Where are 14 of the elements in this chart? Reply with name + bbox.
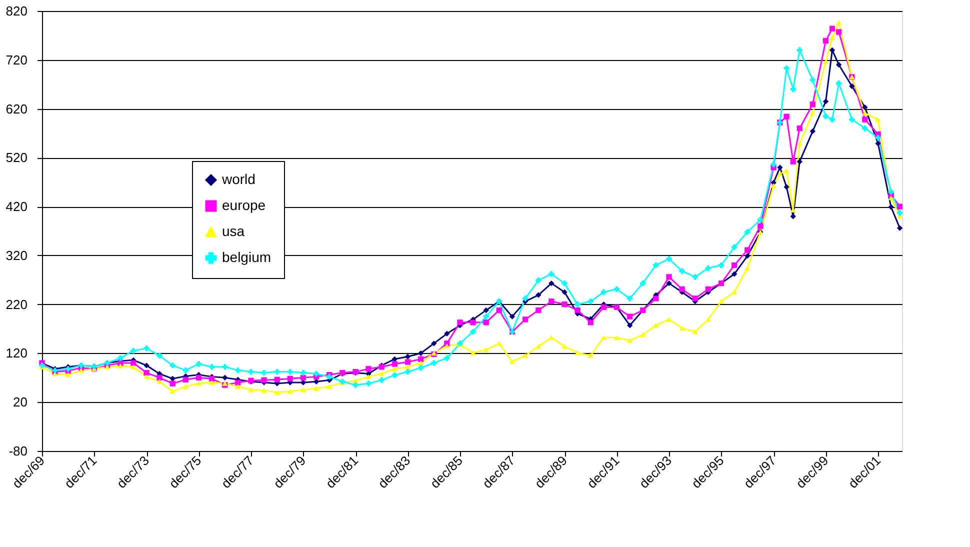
y-tick-label: 720 — [6, 52, 28, 68]
y-tick-label: 320 — [6, 248, 28, 263]
y-tick-label: 520 — [6, 150, 28, 166]
y-tick-label: 620 — [6, 101, 28, 116]
y-tick-label: 820 — [6, 4, 28, 18]
legend-label: europe — [222, 197, 266, 213]
y-tick-label: 420 — [6, 199, 28, 214]
legend-label: belgium — [222, 249, 272, 265]
y-tick-label: 20 — [13, 394, 28, 410]
y-tick-label: 120 — [6, 346, 28, 361]
legend-label: usa — [222, 223, 245, 239]
y-tick-label: -80 — [8, 444, 28, 458]
legend-label: world — [221, 171, 256, 187]
y-tick-label: 220 — [6, 296, 28, 312]
